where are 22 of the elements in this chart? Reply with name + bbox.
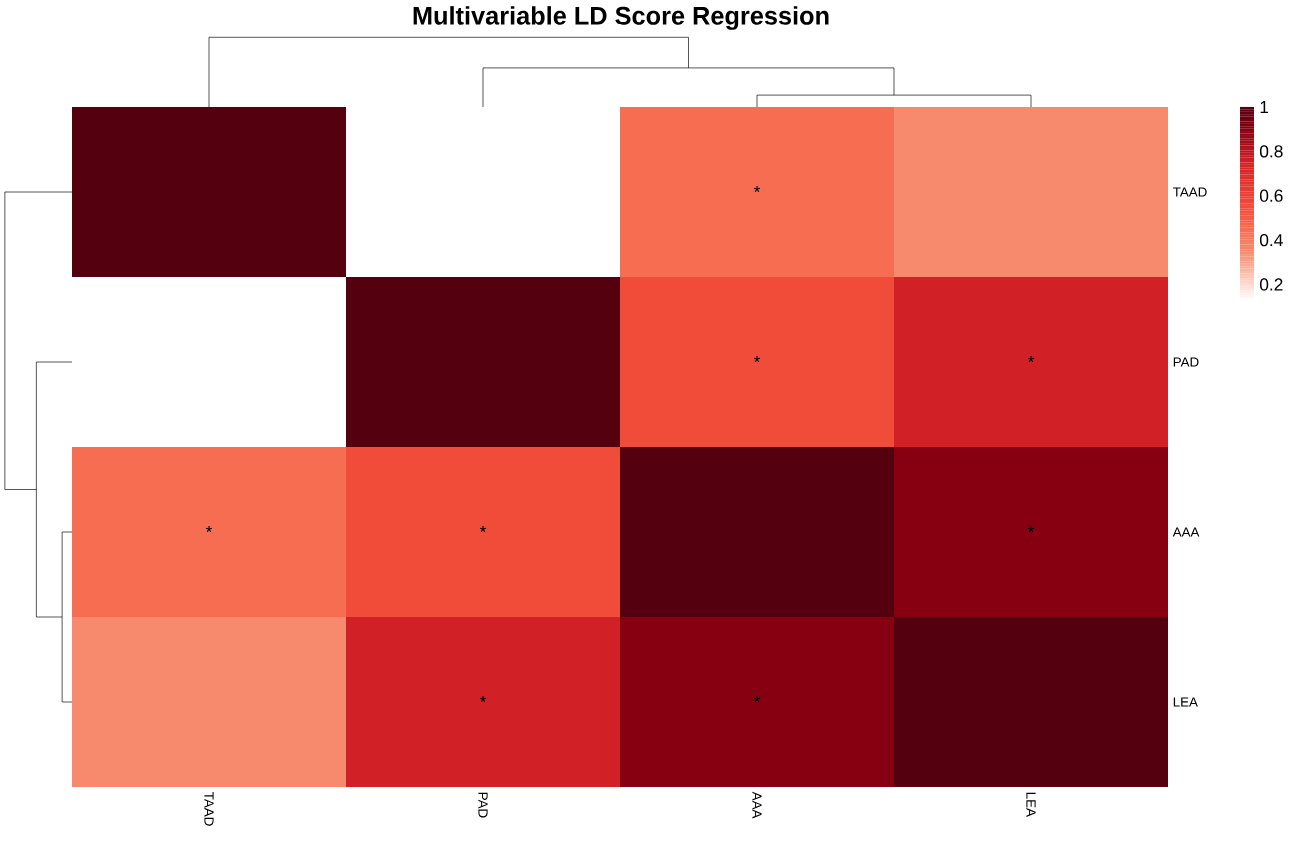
- data-label: *: [753, 186, 761, 193]
- y-tick-label: AAA: [1172, 527, 1200, 537]
- y-tick-label: LEA: [1173, 697, 1198, 707]
- x-tick-label: PAD: [478, 792, 488, 818]
- y-tick-label: PAD: [1173, 357, 1199, 367]
- x-tick-label: LEA: [1026, 792, 1036, 817]
- y-tick-label: TAAD: [1173, 187, 1207, 197]
- data-label: *: [479, 696, 487, 703]
- data-label: *: [753, 356, 761, 363]
- data-label: *: [1027, 356, 1035, 363]
- color-bar-label: 0.6: [1259, 189, 1283, 202]
- color-bar-label: 0.8: [1259, 145, 1283, 158]
- x-tick-label: AAA: [752, 791, 762, 819]
- color-bar-label: 0.4: [1259, 233, 1283, 247]
- data-label: *: [205, 526, 213, 533]
- data-label: *: [753, 696, 761, 703]
- color-bar-label: 1: [1260, 101, 1269, 113]
- chart-title: Multivariable LD Score Regression: [413, 6, 829, 30]
- x-tick-label: TAAD: [204, 792, 214, 826]
- color-bar-label: 0.2: [1259, 278, 1283, 291]
- data-label: *: [479, 526, 487, 533]
- data-label: *: [1027, 526, 1035, 533]
